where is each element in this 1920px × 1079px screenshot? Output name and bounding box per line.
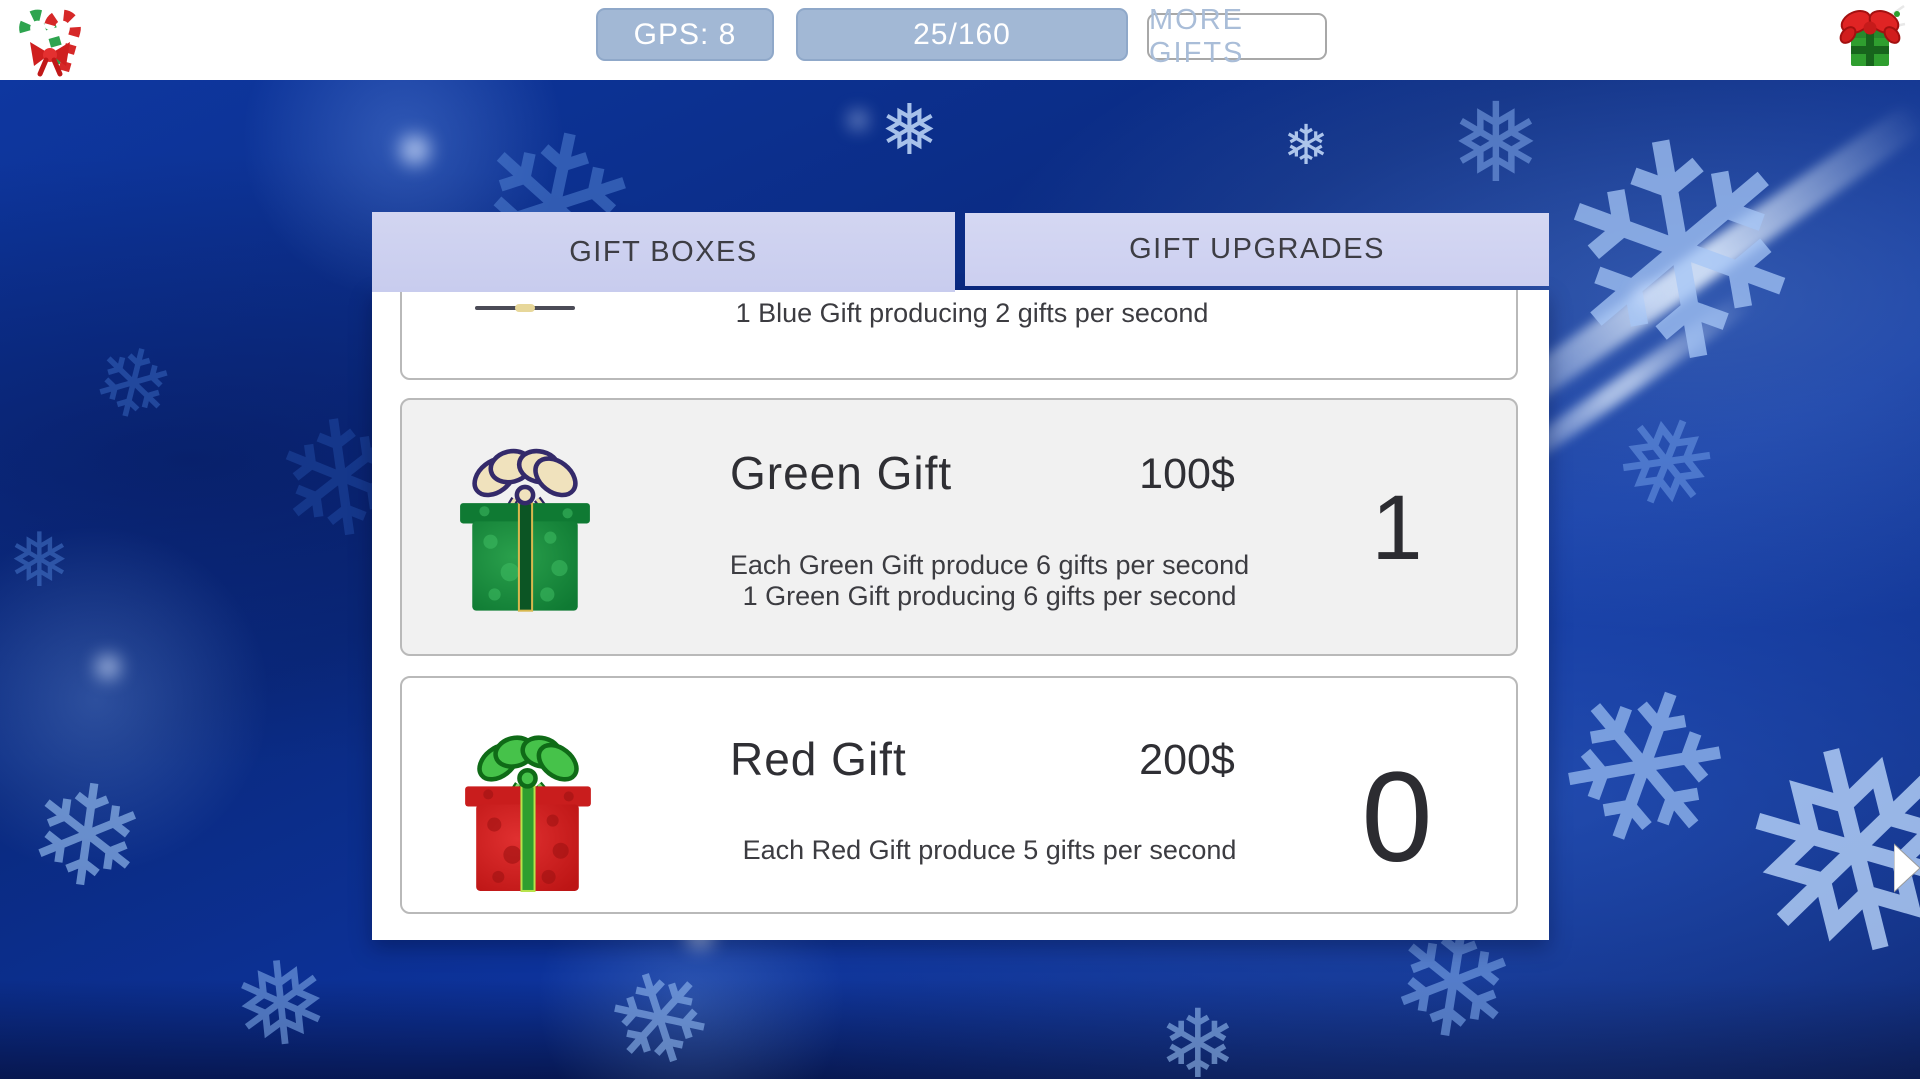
red-gift-name: Red Gift [730,733,907,785]
top-bar: GPS: 8 25/160 MORE GIFTS [0,0,1920,80]
bokeh-dot [400,135,430,165]
snowflake-icon: ❅ [1704,668,1920,1042]
mouse-cursor [1894,843,1920,893]
more-gifts-label: MORE GIFTS [1149,3,1245,69]
gps-counter-label: GPS: 8 [633,17,737,51]
snowflake-icon: ❄ [17,748,157,927]
green-gift-name: Green Gift [730,447,953,499]
bokeh-dot [1636,286,1656,306]
shop-item-green-gift[interactable]: Green Gift 100$ Each Green Gift produce … [400,398,1518,656]
green-gift-desc-line1: Each Green Gift produce 6 gifts per seco… [729,550,1250,580]
gift-progress-button[interactable]: 25/160 [796,8,1128,61]
green-gift-count: 1 [1371,477,1423,579]
green-gift-icon [460,448,590,612]
tab-gift-upgrades[interactable]: GIFT UPGRADES [965,213,1549,286]
red-gift-count: 0 [1361,746,1433,889]
more-gifts-button[interactable]: MORE GIFTS [1147,4,1327,69]
candy-canes-icon [19,9,81,78]
green-gift-desc-line2: 1 Green Gift producing 6 gifts per secon… [742,581,1237,611]
gift-icon [1839,4,1906,66]
gift-shop-panel: 1 Blue Gift producing 2 gifts per second [372,290,1549,940]
red-gift-price: 200$ [1139,736,1235,784]
tab-gift-upgrades-label: GIFT UPGRADES [1129,233,1385,265]
green-gift-price: 100$ [1139,450,1235,498]
red-gift-icon [465,735,591,892]
snowflake-icon: ❄ [80,322,185,449]
snowflake-icon: ❅ [880,89,939,171]
bokeh-dot [96,655,120,679]
snowflake-icon: ❄ [1526,80,1835,449]
green-gift-description: Each Green Gift produce 6 gifts per seco… [727,550,1252,612]
red-gift-description: Each Red Gift produce 5 gifts per second [727,835,1252,866]
blue-gift-status-text: 1 Blue Gift producing 2 gifts per second [735,298,1209,328]
tab-gift-boxes[interactable]: GIFT BOXES [372,212,955,292]
shop-item-red-gift[interactable]: Red Gift 200$ Each Red Gift produce 5 gi… [400,676,1518,914]
blue-gift-image-clipped [475,304,575,312]
tab-gift-boxes-label: GIFT BOXES [569,235,758,268]
red-gift-desc-line1: Each Red Gift produce 5 gifts per second [742,835,1237,865]
gift-progress-label: 25/160 [913,17,1011,51]
snowflake-icon: ❄ [588,935,733,1079]
snowflake-icon: ❅ [226,933,337,1077]
bokeh-dot [850,112,866,128]
snowflake-icon: ❅ [8,516,71,604]
snowflake-icon: ❅ [1450,80,1543,207]
gps-counter-button[interactable]: GPS: 8 [596,8,774,61]
snowflake-icon: ❄ [1283,113,1330,177]
shop-item-blue-gift[interactable]: 1 Blue Gift producing 2 gifts per second [400,290,1518,380]
snowflake-icon: ❄ [1158,990,1238,1079]
